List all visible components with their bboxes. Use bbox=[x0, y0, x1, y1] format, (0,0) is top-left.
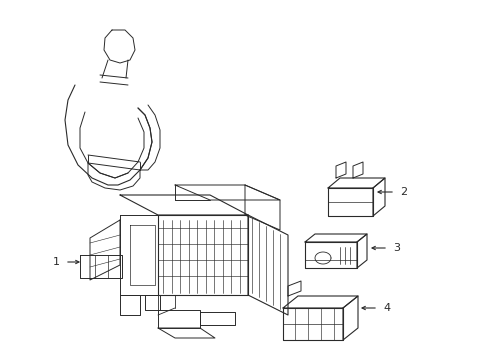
Text: 1: 1 bbox=[53, 257, 60, 267]
Text: 4: 4 bbox=[382, 303, 389, 313]
Text: 2: 2 bbox=[399, 187, 407, 197]
Text: 3: 3 bbox=[392, 243, 399, 253]
